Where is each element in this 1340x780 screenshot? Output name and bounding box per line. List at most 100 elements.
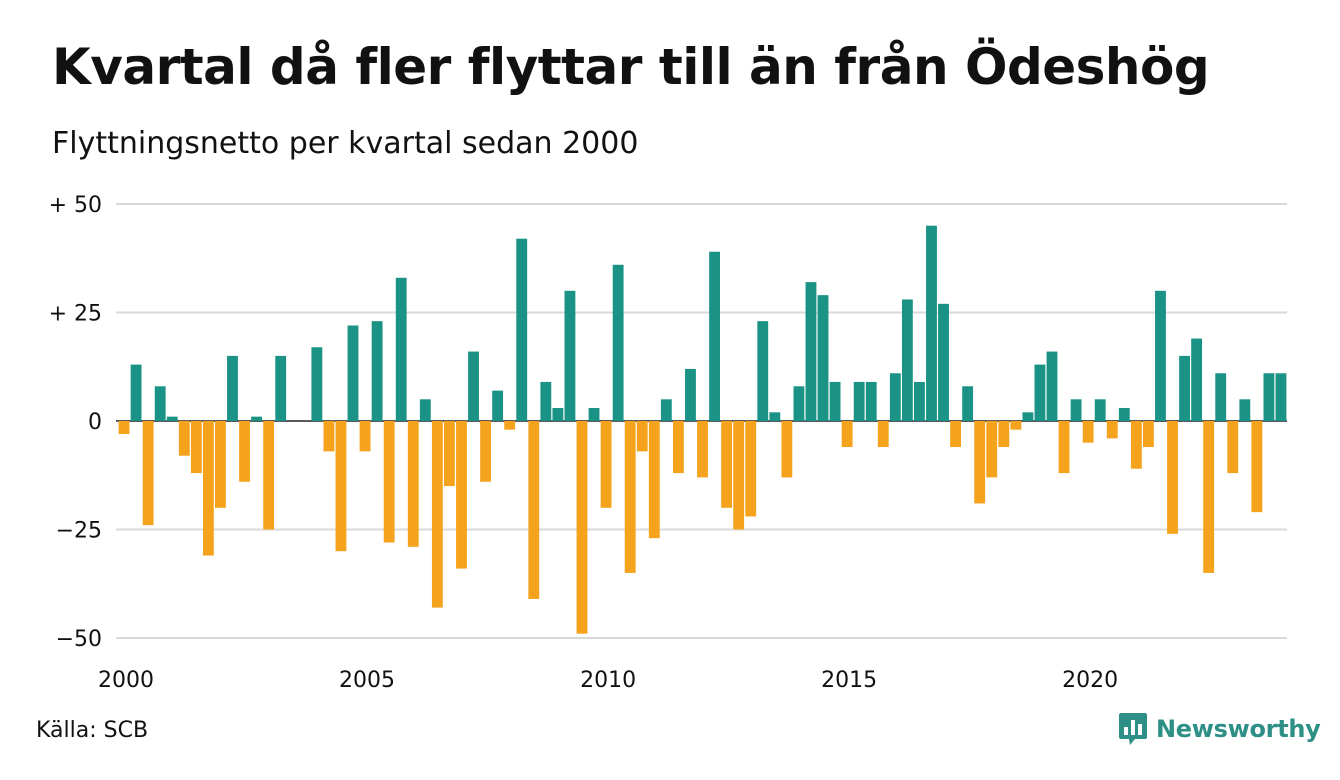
bar-2022K4 [1215,373,1227,421]
bar-2002K3 [239,421,250,482]
bar-2021K1 [1130,421,1142,469]
bar-2012K4 [733,421,745,530]
y-tick-label: 0 [88,410,102,435]
bar-2024K1 [1275,373,1287,421]
x-tick-label: 2020 [1062,668,1118,693]
x-tick-label: 2005 [339,668,395,693]
bar-2007K4 [492,390,504,421]
bar-2007K3 [480,421,491,482]
bar-2008K2 [516,238,528,421]
x-tick-label: 2015 [821,668,877,693]
bar-2014K3 [817,295,829,421]
bar-2013K4 [781,421,793,478]
bar-2012K3 [721,421,733,508]
bar-2000K4 [154,386,166,421]
bar-2004K1 [311,347,323,421]
bar-2006K1 [407,421,419,547]
bar-2003K1 [263,421,275,530]
bar-2004K2 [323,421,335,452]
chart-title: Kvartal då fler flyttar till än från Öde… [52,38,1210,96]
bar-2001K2 [178,421,190,456]
bar-2004K4 [347,325,359,421]
bar-2000K2 [130,364,142,421]
bar-2003K2 [275,355,287,421]
bar-2005K1 [359,421,371,452]
bar-2000K3 [142,421,154,526]
bar-2015K2 [853,381,865,421]
bar-2023K4 [1263,373,1275,421]
bar-2005K2 [371,321,383,421]
bar-2019K2 [1046,351,1058,421]
bar-2017K4 [974,421,986,504]
bar-2020K1 [1082,421,1094,443]
bar-2010K3 [624,421,636,573]
bar-2015K1 [841,421,853,448]
bar-chart: + 50 + 25 0 −25 −50 2000 2005 2010 2015 2020 [49,193,1287,693]
x-tick-label: 2010 [580,668,636,693]
bar-2004K3 [335,421,347,552]
chart-subtitle: Flyttningsnetto per kvartal sedan 2000 [52,126,639,161]
bar-2019K3 [1058,421,1070,474]
bar-2022K1 [1179,355,1190,421]
bar-2013K3 [769,412,781,421]
bar-2006K2 [419,399,431,421]
axes: + 50 + 25 0 −25 −50 2000 2005 2010 2015 2020 [49,193,1119,693]
bar-2005K4 [395,277,407,421]
bar-2016K4 [926,225,937,421]
bar-2001K3 [190,421,202,474]
bar-2007K1 [456,421,467,569]
bar-2018K3 [1010,421,1022,430]
bar-2010K4 [636,421,648,452]
y-tick-label: + 50 [49,193,102,218]
bar-2018K1 [986,421,998,478]
bar-2009K2 [564,290,576,421]
bar-2009K1 [552,407,564,421]
bar-2023K1 [1227,421,1239,474]
source-note: Källa: SCB [36,718,149,743]
bar-2016K3 [914,381,925,421]
bar-2001K4 [202,421,214,556]
bar-2017K1 [938,303,949,421]
bar-2011K4 [685,368,696,421]
bar-2018K4 [1022,412,1034,421]
y-tick-label: + 25 [49,302,102,327]
bar-2006K4 [443,421,455,487]
bar-2018K2 [998,421,1010,448]
bar-2021K3 [1155,290,1166,421]
brand-name: Newsworthy [1156,715,1321,743]
bar-2002K2 [227,355,238,421]
bars [118,225,1287,634]
bar-2019K4 [1070,399,1082,421]
bar-2011K3 [672,421,684,474]
bar-2014K4 [829,381,841,421]
bar-2000K1 [118,421,130,435]
bar-2015K4 [877,421,889,448]
bar-2014K1 [793,386,805,421]
bar-2023K3 [1251,421,1263,513]
bar-chart-speech-bubble-icon [1119,713,1147,745]
bar-2012K2 [709,251,720,421]
bar-2008K4 [540,381,552,421]
bar-2002K4 [251,416,263,421]
bar-2020K4 [1118,407,1130,421]
bar-2015K3 [865,381,877,421]
bar-2017K3 [962,386,974,421]
bar-2020K3 [1106,421,1118,439]
bar-2017K2 [950,421,962,448]
bar-2010K2 [612,264,624,421]
bar-2008K1 [504,421,516,430]
bar-2010K1 [600,421,612,508]
bar-2007K2 [468,351,479,421]
bar-2005K3 [383,421,395,543]
bar-2022K3 [1203,421,1215,573]
bar-2012K1 [697,421,708,478]
bar-2021K2 [1142,421,1154,448]
bar-2006K3 [431,421,443,608]
brand-logo: Newsworthy [1118,712,1321,746]
bar-2009K4 [588,407,600,421]
bar-2011K2 [660,399,672,421]
bar-2001K1 [166,416,178,421]
bar-2011K1 [648,421,660,539]
bar-2016K1 [889,373,901,421]
bar-2008K3 [528,421,540,599]
